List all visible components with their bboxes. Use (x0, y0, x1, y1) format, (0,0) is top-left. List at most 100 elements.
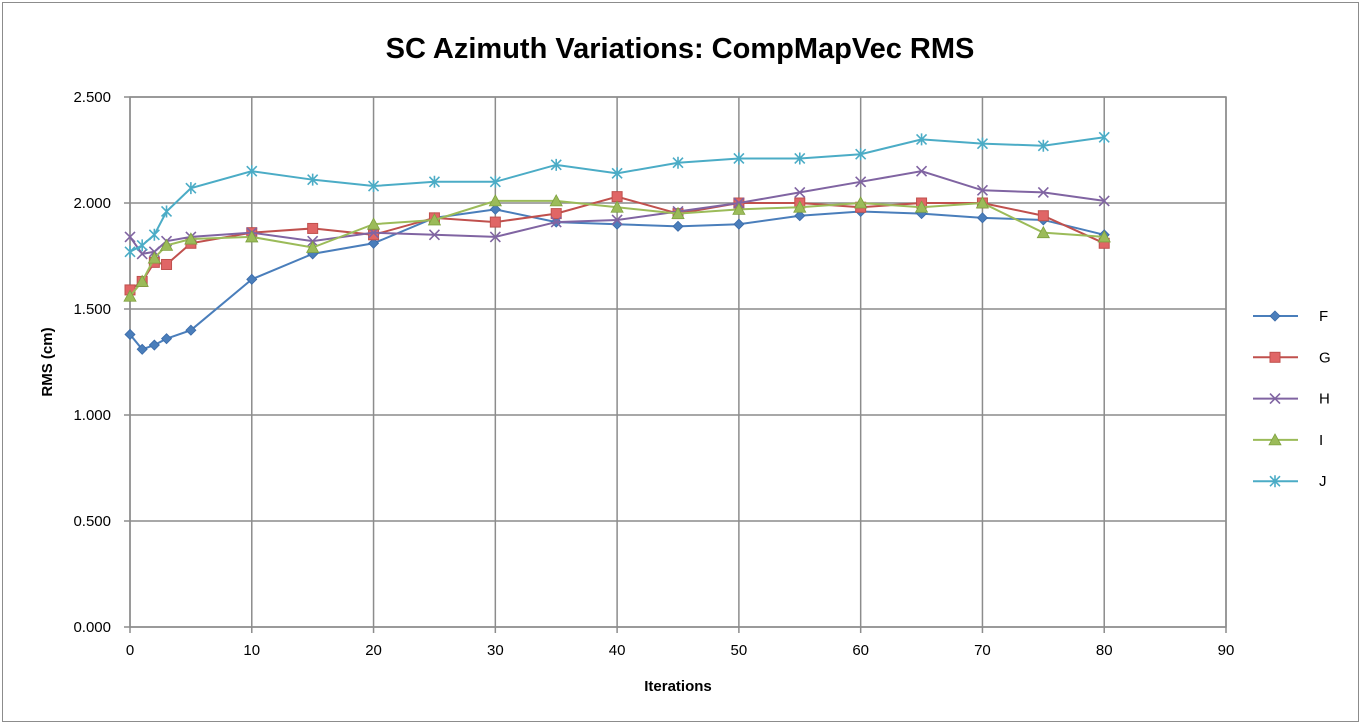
data-point-H (1037, 186, 1049, 198)
y-axis-label: RMS (cm) (39, 327, 56, 396)
data-point-F (124, 328, 136, 341)
legend-marker (1269, 475, 1281, 488)
data-point-H (124, 231, 136, 243)
x-tick-label: 40 (609, 642, 626, 659)
legend-item-J: J (1253, 473, 1327, 490)
legend-label: J (1319, 473, 1327, 490)
data-point-F (367, 237, 380, 249)
x-tick-label: 70 (974, 642, 991, 659)
x-tick-label: 10 (243, 642, 260, 659)
data-point-F (794, 210, 806, 222)
data-point-J (136, 239, 148, 252)
data-point-G (611, 191, 623, 203)
data-point-F (136, 343, 148, 355)
data-point-G (550, 208, 562, 220)
data-point-I (305, 240, 320, 253)
data-point-I (159, 238, 174, 251)
data-point-J (733, 152, 745, 165)
data-point-I (549, 194, 563, 207)
data-point-J (160, 205, 173, 218)
legend-item-I: I (1253, 432, 1323, 449)
data-point-I (488, 194, 503, 207)
data-point-I (123, 289, 137, 302)
data-point-H (976, 184, 989, 196)
data-point-J (611, 167, 623, 180)
series-line-H (129, 170, 1105, 255)
x-tick-label: 90 (1218, 642, 1235, 659)
series-line-I (129, 199, 1105, 297)
legend-marker (1269, 351, 1281, 363)
data-point-J (794, 152, 806, 165)
series-J (124, 131, 1110, 258)
y-tick-label: 0.500 (73, 513, 111, 530)
data-point-H (855, 176, 867, 188)
data-point-H (136, 248, 148, 260)
legend-item-F: F (1253, 308, 1328, 325)
y-tick-label: 0.000 (73, 619, 111, 636)
data-point-H (611, 214, 623, 226)
x-tick-label: 60 (852, 642, 869, 659)
series-I (123, 194, 1111, 302)
data-point-J (367, 180, 380, 193)
data-point-J (855, 148, 867, 161)
data-point-G (489, 216, 501, 228)
data-point-J (428, 175, 441, 188)
y-tick-label: 2.000 (73, 195, 111, 212)
data-point-J (246, 165, 258, 178)
data-point-I (366, 217, 381, 230)
legend-marker (1269, 393, 1281, 405)
legend-label: F (1319, 308, 1328, 325)
data-point-H (1098, 195, 1110, 207)
data-point-J (1098, 131, 1110, 144)
data-point-I (914, 200, 929, 213)
data-point-I (135, 274, 149, 287)
chart-title: SC Azimuth Variations: CompMapVec RMS (386, 33, 975, 65)
data-point-J (489, 175, 501, 188)
x-tick-label: 30 (487, 642, 504, 659)
data-point-I (671, 206, 685, 220)
data-point-J (1037, 139, 1049, 152)
plot-area (129, 96, 1227, 628)
data-point-F (976, 212, 989, 224)
legend-marker (1269, 310, 1281, 322)
legend-label: H (1319, 391, 1330, 408)
data-point-I (853, 196, 868, 209)
legend-label: G (1319, 349, 1331, 366)
data-point-J (915, 133, 928, 146)
data-point-G (161, 258, 173, 270)
data-point-H (915, 165, 928, 177)
data-point-F (185, 324, 197, 336)
data-point-J (148, 228, 160, 241)
x-tick-label: 50 (731, 642, 748, 659)
data-point-I (184, 232, 198, 245)
data-point-H (550, 216, 562, 228)
x-tick-label: 0 (126, 642, 134, 659)
data-point-J (672, 156, 684, 169)
data-point-J (976, 137, 989, 150)
y-tick-label: 2.500 (73, 89, 111, 106)
data-point-J (550, 158, 562, 171)
data-point-F (160, 333, 173, 345)
data-point-H (489, 231, 501, 243)
data-point-G (307, 222, 319, 234)
data-point-I (610, 200, 624, 213)
legend-label: I (1319, 432, 1323, 449)
x-tick-label: 20 (365, 642, 382, 659)
data-point-H (794, 186, 806, 198)
y-tick-label: 1.000 (73, 407, 111, 424)
data-point-I (147, 251, 162, 264)
legend-item-H: H (1253, 391, 1330, 408)
x-axis-label: Iterations (644, 678, 712, 695)
data-point-F (672, 220, 684, 232)
data-point-I (427, 213, 442, 226)
data-point-H (428, 229, 441, 241)
data-point-F (489, 203, 501, 215)
x-tick-label: 80 (1096, 642, 1113, 659)
data-point-I (732, 202, 746, 215)
data-point-I (975, 196, 990, 209)
legend-marker (1268, 433, 1282, 446)
y-tick-label: 1.500 (73, 301, 111, 318)
data-point-G (368, 229, 380, 241)
data-point-F (246, 273, 258, 285)
